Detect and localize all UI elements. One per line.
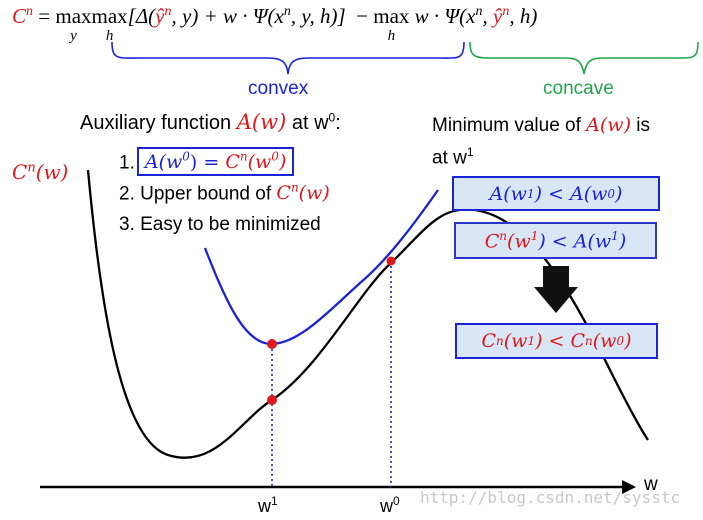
x-axis-arrowhead: [622, 480, 636, 494]
minimum-value-text: Minimum value of A(w) is at w1: [432, 114, 650, 169]
inequality-box-1: A(w 1) < A(w 0): [452, 176, 660, 211]
watermark: http://blog.csdn.net/sysstc: [420, 488, 681, 507]
list-item-2: 2. Upper bound of Cn(w): [119, 181, 330, 205]
cn-curve-label: Cn(w): [12, 160, 69, 184]
concave-brace: [469, 41, 699, 75]
cn-curve: [86, 169, 649, 459]
aux-function-title: Auxiliary function A(w) at w0:: [80, 110, 341, 134]
equation-term2: w · Ψ(xn, ŷn, h): [414, 4, 538, 28]
max-y-operator: max y: [55, 4, 92, 44]
point-w0: [386, 256, 396, 266]
item1-equation-box: A(w0) = Cn(w0): [136, 147, 295, 177]
w1-tick-label: w1: [258, 494, 278, 516]
aux-curve: [203, 189, 439, 346]
point-a-w1: [267, 339, 277, 349]
equation-lhs: Cn: [12, 4, 34, 28]
concave-label: concave: [543, 78, 614, 99]
w-axis-label: w: [644, 474, 658, 495]
list-item-1: 1. A(w0) = Cn(w0): [119, 147, 295, 177]
convex-brace: [111, 41, 465, 75]
equation: Cn = max y max h [Δ(ŷn, y) + w · Ψ(xn, y, h)…: [12, 4, 538, 44]
convex-label: convex: [248, 78, 309, 99]
equation-equals: =: [38, 4, 51, 28]
max-h2-operator: max h: [373, 4, 410, 44]
down-arrow-icon: [534, 266, 578, 313]
point-cn-w1: [267, 395, 277, 405]
equation-minus: −: [356, 4, 368, 28]
list-item-3: 3. Easy to be minimized: [119, 214, 321, 235]
max-h-operator: max h: [91, 4, 128, 44]
inequality-box-2: Cn(w1) < A(w1): [454, 222, 657, 259]
w0-tick-label: w0: [380, 494, 400, 516]
equation-term1: [Δ(ŷn, y) + w · Ψ(xn, y, h)]: [127, 4, 346, 28]
